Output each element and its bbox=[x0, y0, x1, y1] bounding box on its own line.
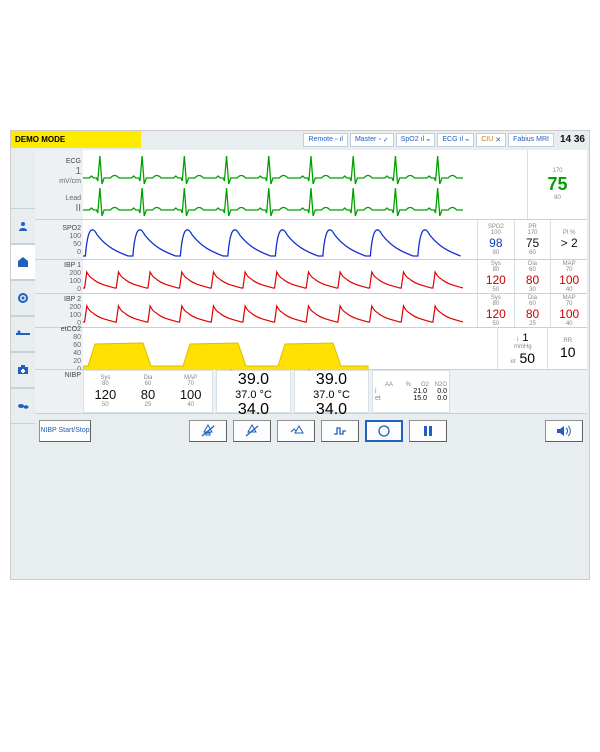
ecg-lead-label: Lead bbox=[65, 195, 81, 202]
rail-home[interactable] bbox=[11, 244, 35, 280]
nibp-row: NIBP Sys8012050 Dia608025 MAP7010040 Tem… bbox=[35, 370, 587, 414]
ibp2-label: IBP 2 bbox=[64, 296, 81, 303]
nibp-label: NIBP bbox=[35, 370, 83, 413]
nibp-map: MAP7010040 bbox=[169, 371, 212, 412]
alarm-silence-button[interactable] bbox=[189, 420, 227, 442]
ibp1-label: IBP 1 bbox=[64, 262, 81, 269]
ecg-lead-val: II bbox=[75, 203, 81, 214]
chip-spo2[interactable]: SpO2ıl⌁ bbox=[396, 133, 436, 147]
rail-person[interactable] bbox=[11, 208, 35, 244]
waveform-button[interactable] bbox=[321, 420, 359, 442]
ecg-label: ECG bbox=[66, 158, 81, 165]
alarm-settings-button[interactable] bbox=[277, 420, 315, 442]
spo2-label: SPO2 bbox=[62, 225, 81, 232]
alarm-suspend-button[interactable] bbox=[233, 420, 271, 442]
ibp1-dia: Dia608030 bbox=[514, 260, 551, 293]
spo2-val-box: SPO21009890 bbox=[477, 220, 514, 259]
hr-box: 170 75 80 bbox=[527, 150, 587, 219]
chip-master[interactable]: Master▫✓ bbox=[350, 133, 394, 147]
ecg-unit: mV/cm bbox=[59, 178, 81, 185]
hr-value: 75 bbox=[547, 174, 567, 195]
ibp1-map: MAP7010040 bbox=[550, 260, 587, 293]
pr-val-box: PR1707560 bbox=[514, 220, 551, 259]
ibp2-row: IBP 2 2001000 Sys8012050 Dia608025 MAP70… bbox=[35, 294, 587, 328]
ibp2-sys: Sys8012050 bbox=[477, 294, 514, 327]
rail-bed[interactable] bbox=[11, 316, 35, 352]
chip-fabius[interactable]: Fabius MRI bbox=[508, 133, 554, 147]
ibp2-dia: Dia608025 bbox=[514, 294, 551, 327]
temp2-box: Temp239.037.0 °C34.0 bbox=[294, 370, 369, 413]
ecg-scale: 1 bbox=[75, 166, 81, 177]
spo2-row: SPO2 100 50 0 SPO21009890 PR1707560 PI %… bbox=[35, 220, 587, 260]
nibp-sys: Sys8012050 bbox=[84, 371, 127, 412]
rail-print[interactable] bbox=[11, 388, 35, 424]
pi-val-box: PI %> 2 bbox=[550, 220, 587, 259]
pause-button[interactable] bbox=[409, 420, 447, 442]
cycle-button[interactable] bbox=[365, 420, 403, 442]
nibp-dia: Dia608025 bbox=[127, 371, 170, 412]
main-area: ECG 1 mV/cm Lead II bbox=[35, 148, 589, 579]
co2-waveform bbox=[83, 328, 497, 369]
ibp1-sys: Sys8012050 bbox=[477, 260, 514, 293]
ibp2-map: MAP7010040 bbox=[550, 294, 587, 327]
ibp1-row: IBP 1 2001000 Sys8012050 Dia608030 MAP70… bbox=[35, 260, 587, 294]
chip-ciu[interactable]: CIU✕ bbox=[476, 133, 506, 147]
clock: 14 36 bbox=[556, 134, 589, 145]
co2-row: etCO2 806040200 i1 mmHg et50 RR10 bbox=[35, 328, 587, 370]
co2-rr: RR10 bbox=[547, 328, 587, 369]
volume-button[interactable] bbox=[545, 420, 583, 442]
button-bar: NIBP Start/Stop bbox=[35, 414, 587, 444]
nibp-start-stop-button[interactable]: NIBP Start/Stop bbox=[39, 420, 91, 442]
ecg-waveform bbox=[83, 150, 527, 219]
co2-label: etCO2 bbox=[61, 326, 81, 333]
patient-monitor: DEMO MODE Remote▫ıl Master▫✓ SpO2ıl⌁ ECG… bbox=[10, 130, 590, 580]
side-rail bbox=[11, 148, 35, 579]
ecg-row: ECG 1 mV/cm Lead II bbox=[35, 150, 587, 220]
spo2-waveform bbox=[83, 220, 477, 259]
ibp2-waveform bbox=[83, 294, 477, 327]
rail-settings[interactable] bbox=[11, 280, 35, 316]
chip-remote[interactable]: Remote▫ıl bbox=[303, 133, 348, 147]
demo-mode-badge: DEMO MODE bbox=[11, 131, 141, 148]
aa-box: AA%O2N2O i21.00.0 et15.00.0 bbox=[372, 370, 450, 413]
topbar: DEMO MODE Remote▫ıl Master▫✓ SpO2ıl⌁ ECG… bbox=[11, 131, 589, 148]
chip-ecg[interactable]: ECGıl⌁ bbox=[437, 133, 474, 147]
rail-kit[interactable] bbox=[11, 352, 35, 388]
ibp1-waveform bbox=[83, 260, 477, 293]
co2-i-et: i1 mmHg et50 bbox=[497, 328, 547, 369]
temp1-box: Temp139.037.0 °C34.0 bbox=[216, 370, 291, 413]
